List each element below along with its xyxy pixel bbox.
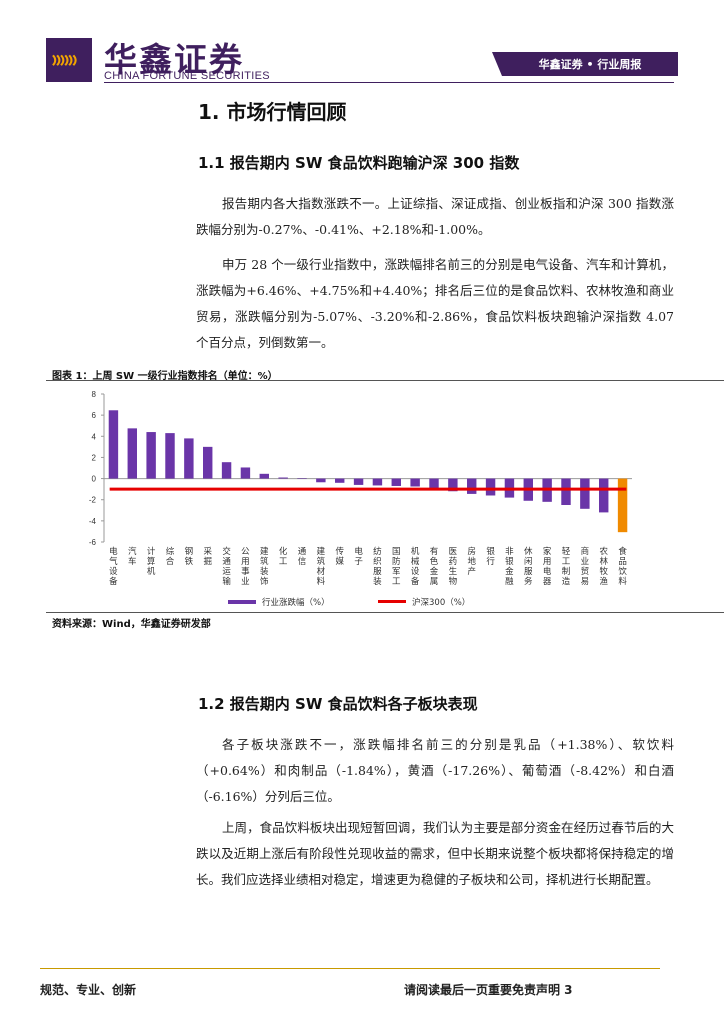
y-tick-label: 6 <box>92 411 97 420</box>
bar-机械设备 <box>410 478 420 487</box>
brand-name-en: CHINA FORTUNE SECURITIES <box>104 70 270 82</box>
bar-农林牧渔 <box>599 478 609 513</box>
figure-source: 资料来源：Wind，华鑫证券研发部 <box>52 619 211 630</box>
category-label: 电子 <box>354 546 363 567</box>
category-label: 汽车 <box>128 546 137 567</box>
paragraph-subsector-ranking: 各子板块涨跌不一，涨跌幅排名前三的分别是乳品（+1.38%）、软饮料（+0.64… <box>196 737 674 804</box>
category-label: 交通运输 <box>222 546 231 587</box>
paragraph-industry-ranking: 申万 28 个一级行业指数中，涨跌幅排名前三的分别是电气设备、汽车和计算机，涨跌… <box>196 257 674 350</box>
category-label: 采掘 <box>203 546 212 567</box>
bar-通信 <box>297 478 307 479</box>
bar-电子 <box>353 478 364 485</box>
paragraph-outlook: 上周，食品饮料板块出现短暂回调，我们认为主要是部分资金在经历过春节后的大跌以及近… <box>196 820 674 887</box>
y-tick-label: 2 <box>92 453 97 462</box>
category-label: 休闲服务 <box>524 546 533 587</box>
subsection-title-1-2: 1.2 报告期内 SW 食品饮料各子板块表现 <box>198 695 478 713</box>
section-title: 1. 市场行情回顾 <box>198 100 347 124</box>
bar-钢铁 <box>184 438 194 479</box>
legend-swatch-hs300 <box>378 600 406 603</box>
category-label: 轻工制造 <box>562 546 571 587</box>
category-label: 家用电器 <box>543 546 552 587</box>
bar-公用事业 <box>240 467 251 479</box>
header-divider <box>104 82 674 83</box>
report-type-tab: 华鑫证券 • 行业周报 <box>502 52 678 76</box>
company-logo: 𐆕𐆕𐆕 <box>46 38 92 82</box>
bar-轻工制造 <box>561 478 571 505</box>
category-label: 医药生物 <box>449 547 458 587</box>
legend-swatch-bars <box>228 600 256 604</box>
category-label: 综合 <box>166 546 175 567</box>
category-label: 电气设备 <box>109 546 118 587</box>
category-label: 商业贸易 <box>581 546 590 587</box>
category-label: 建筑材料 <box>317 546 326 587</box>
bar-国防军工 <box>391 478 401 486</box>
bar-银行 <box>485 478 496 496</box>
figure-top-rule <box>46 380 724 381</box>
category-label: 纺织服装 <box>373 546 382 587</box>
paragraph-index-performance: 报告期内各大指数涨跌不一。上证综指、深证成指、创业板指和沪深 300 指数涨跌幅… <box>196 196 674 237</box>
bar-传媒 <box>335 478 345 483</box>
category-label: 机械设备 <box>411 546 420 587</box>
category-label: 计算机 <box>147 546 156 577</box>
category-label: 国防军工 <box>392 547 401 587</box>
bar-电气设备 <box>108 410 119 479</box>
y-tick-label: -6 <box>89 538 97 547</box>
bar-建筑材料 <box>316 478 326 483</box>
legend-label-hs300: 沪深300（%） <box>412 597 470 608</box>
footer-divider <box>40 968 660 969</box>
category-label: 非银金融 <box>505 546 514 587</box>
bar-商业贸易 <box>580 478 590 509</box>
subsection-title-1-1: 1.1 报告期内 SW 食品饮料跑输沪深 300 指数 <box>198 154 520 172</box>
bar-纺织服装 <box>372 478 383 486</box>
figure-title: 图表 1：上周 SW 一级行业指数排名（单位：%） <box>52 371 278 382</box>
category-label: 银行 <box>486 546 495 567</box>
category-label: 化工 <box>279 546 288 567</box>
y-tick-label: 0 <box>92 475 97 484</box>
category-label: 通信 <box>298 546 307 567</box>
bar-建筑装饰 <box>259 473 269 479</box>
bar-房地产 <box>467 478 477 494</box>
category-label: 农林牧渔 <box>599 546 608 587</box>
y-tick-label: 4 <box>92 432 97 441</box>
category-label: 公用事业 <box>241 547 250 587</box>
footer-disclaimer: 请阅读最后一页重要免责声明 3 <box>404 983 573 997</box>
category-label: 钢铁 <box>185 546 194 567</box>
category-label: 有色金属 <box>430 546 439 587</box>
category-label: 食品饮料 <box>618 546 627 587</box>
footer-slogan: 规范、专业、创新 <box>40 983 137 997</box>
bar-采掘 <box>203 446 213 479</box>
bar-交通运输 <box>221 462 232 479</box>
figure-bottom-rule <box>46 612 724 613</box>
bar-汽车 <box>127 428 137 479</box>
y-tick-label: -4 <box>89 517 97 526</box>
brand-name-cn: 华鑫证券 <box>104 40 244 79</box>
legend-label-bars: 行业涨跌幅（%） <box>262 597 330 608</box>
bar-有色金属 <box>429 478 439 490</box>
bar-计算机 <box>146 432 156 479</box>
bar-医药生物 <box>448 478 458 492</box>
header-tab-edge <box>492 52 502 76</box>
category-label: 建筑装饰 <box>260 546 269 587</box>
bar-综合 <box>165 433 175 479</box>
y-tick-label: -2 <box>89 496 97 505</box>
bar-食品饮料 <box>617 478 628 533</box>
category-label: 房地产 <box>467 546 476 577</box>
logo-mark: 𐆕𐆕𐆕 <box>52 51 77 70</box>
category-label: 传媒 <box>335 546 344 567</box>
y-tick-label: 8 <box>92 390 97 399</box>
bar-化工 <box>278 477 288 479</box>
